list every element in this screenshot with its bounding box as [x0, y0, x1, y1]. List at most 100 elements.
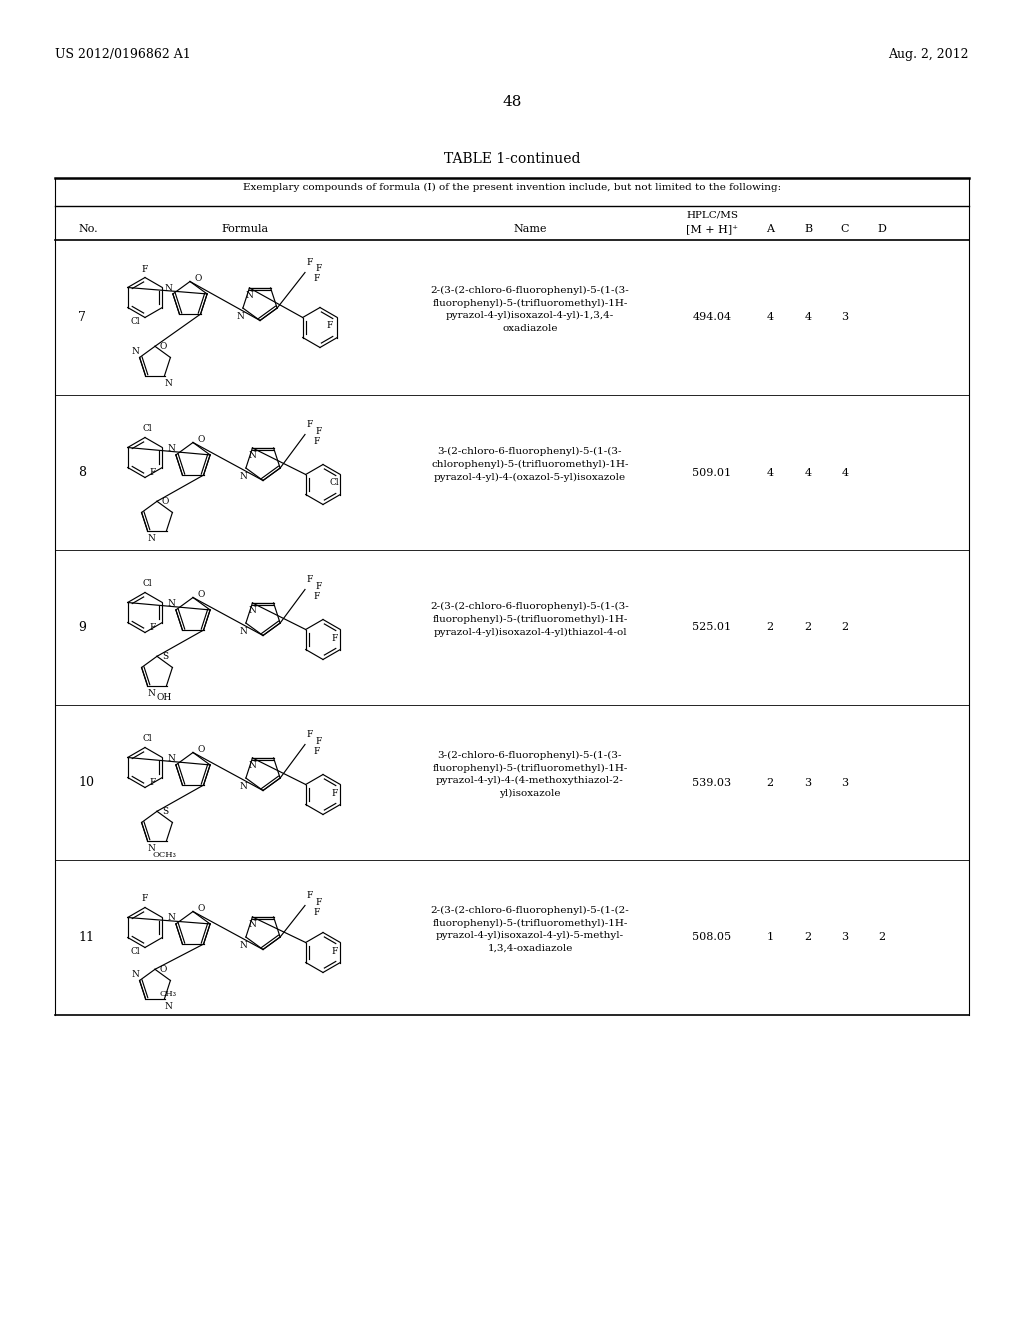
Text: 3: 3 [842, 777, 849, 788]
Text: O: O [160, 342, 167, 351]
Text: 11: 11 [78, 931, 94, 944]
Text: 4: 4 [842, 467, 849, 478]
Text: 509.01: 509.01 [692, 467, 731, 478]
Text: Name: Name [513, 224, 547, 234]
Text: F: F [331, 634, 338, 643]
Text: 2: 2 [766, 777, 773, 788]
Text: N: N [249, 920, 256, 929]
Text: 4: 4 [766, 467, 773, 478]
Text: F: F [150, 469, 156, 477]
Text: O: O [162, 496, 169, 506]
Text: 4: 4 [805, 467, 812, 478]
Text: O: O [198, 590, 205, 599]
Text: CH₃: CH₃ [160, 990, 177, 998]
Text: Cl: Cl [130, 317, 140, 326]
Text: N: N [168, 755, 176, 763]
Text: N: N [165, 379, 172, 388]
Text: O: O [198, 904, 205, 913]
Text: F: F [141, 894, 148, 903]
Text: 7: 7 [78, 312, 86, 323]
Text: N: N [147, 535, 156, 543]
Text: 48: 48 [503, 95, 521, 110]
Text: 494.04: 494.04 [692, 313, 731, 322]
Text: Cl: Cl [142, 734, 152, 743]
Text: N: N [246, 292, 253, 301]
Text: Cl: Cl [142, 424, 152, 433]
Text: F: F [315, 898, 323, 907]
Text: N: N [249, 762, 256, 771]
Text: F: F [150, 623, 156, 632]
Text: Aug. 2, 2012: Aug. 2, 2012 [889, 48, 969, 61]
Text: N: N [168, 599, 176, 609]
Text: No.: No. [78, 224, 97, 234]
Text: N: N [165, 1002, 172, 1011]
Text: F: F [315, 737, 323, 746]
Text: US 2012/0196862 A1: US 2012/0196862 A1 [55, 48, 190, 61]
Text: F: F [307, 257, 313, 267]
Text: 8: 8 [78, 466, 86, 479]
Text: Formula: Formula [221, 224, 268, 234]
Text: OCH₃: OCH₃ [153, 850, 176, 858]
Text: F: F [141, 265, 148, 275]
Text: N: N [165, 284, 173, 293]
Text: 2: 2 [879, 932, 886, 942]
Text: N: N [168, 913, 176, 923]
Text: F: F [315, 426, 323, 436]
Text: F: F [307, 576, 313, 583]
Text: F: F [313, 908, 321, 917]
Text: N: N [240, 471, 248, 480]
Text: 1: 1 [766, 932, 773, 942]
Text: O: O [195, 275, 202, 282]
Text: A: A [766, 224, 774, 234]
Text: D: D [878, 224, 887, 234]
Text: S: S [162, 652, 168, 661]
Text: 3: 3 [842, 932, 849, 942]
Text: 539.03: 539.03 [692, 777, 731, 788]
Text: HPLC/MS: HPLC/MS [686, 210, 738, 219]
Text: S: S [162, 807, 168, 816]
Text: F: F [313, 747, 321, 756]
Text: N: N [240, 781, 248, 791]
Text: F: F [307, 891, 313, 900]
Text: F: F [150, 777, 156, 787]
Text: F: F [331, 946, 338, 956]
Text: 4: 4 [766, 313, 773, 322]
Text: N: N [240, 941, 248, 949]
Text: N: N [147, 689, 156, 698]
Text: F: F [313, 275, 321, 282]
Text: C: C [841, 224, 849, 234]
Text: B: B [804, 224, 812, 234]
Text: 3-(2-chloro-6-fluorophenyl)-5-(1-(3-
chlorophenyl)-5-(trifluoromethyl)-1H-
pyraz: 3-(2-chloro-6-fluorophenyl)-5-(1-(3- chl… [431, 447, 629, 482]
Text: 2-(3-(2-chloro-6-fluorophenyl)-5-(1-(3-
fluorophenyl)-5-(trifluoromethyl)-1H-
py: 2-(3-(2-chloro-6-fluorophenyl)-5-(1-(3- … [431, 602, 630, 636]
Text: Cl: Cl [142, 579, 152, 587]
Text: N: N [237, 312, 245, 321]
Text: 2-(3-(2-chloro-6-fluorophenyl)-5-(1-(2-
fluorophenyl)-5-(trifluoromethyl)-1H-
py: 2-(3-(2-chloro-6-fluorophenyl)-5-(1-(2- … [431, 906, 630, 953]
Text: O: O [198, 744, 205, 754]
Text: 2: 2 [766, 623, 773, 632]
Text: F: F [331, 789, 338, 799]
Text: N: N [168, 445, 176, 454]
Text: O: O [160, 965, 167, 974]
Text: N: N [132, 347, 139, 356]
Text: OH: OH [157, 693, 172, 702]
Text: N: N [249, 606, 256, 615]
Text: 2: 2 [842, 623, 849, 632]
Text: Cl: Cl [130, 946, 140, 956]
Text: F: F [326, 321, 333, 330]
Text: F: F [315, 264, 323, 273]
Text: TABLE 1-continued: TABLE 1-continued [443, 152, 581, 166]
Text: [M + H]⁺: [M + H]⁺ [686, 224, 738, 234]
Text: F: F [315, 582, 323, 591]
Text: O: O [198, 436, 205, 444]
Text: N: N [249, 451, 256, 461]
Text: 10: 10 [78, 776, 94, 789]
Text: 2-(3-(2-chloro-6-fluorophenyl)-5-(1-(3-
fluorophenyl)-5-(trifluoromethyl)-1H-
py: 2-(3-(2-chloro-6-fluorophenyl)-5-(1-(3- … [431, 286, 630, 333]
Text: F: F [307, 420, 313, 429]
Text: N: N [132, 970, 139, 979]
Text: 3: 3 [805, 777, 812, 788]
Text: N: N [147, 843, 156, 853]
Text: F: F [313, 437, 321, 446]
Text: 3-(2-chloro-6-fluorophenyl)-5-(1-(3-
fluorophenyl)-5-(trifluoromethyl)-1H-
pyraz: 3-(2-chloro-6-fluorophenyl)-5-(1-(3- flu… [432, 751, 628, 799]
Text: 2: 2 [805, 932, 812, 942]
Text: N: N [240, 627, 248, 635]
